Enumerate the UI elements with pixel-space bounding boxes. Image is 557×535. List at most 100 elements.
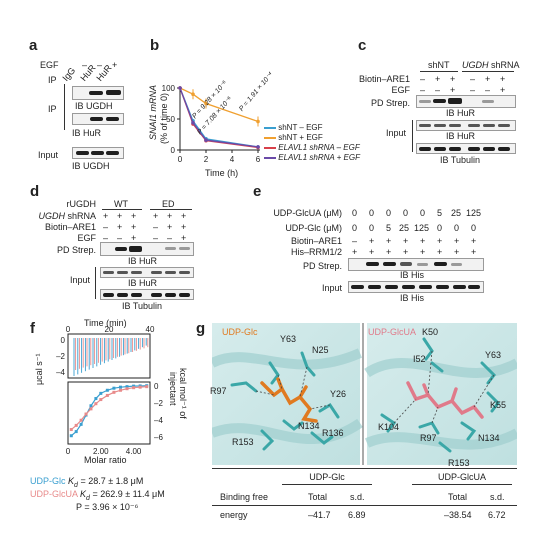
c-biotin-label: Biotin–ARE1 xyxy=(358,74,410,84)
e-biotin-label: Biotin–ARE1 xyxy=(290,236,342,246)
f-right-ylabel-1: kcal mol⁻¹ of xyxy=(178,368,188,419)
g-col-glc: UDP-Glc xyxy=(309,472,345,482)
panel-a-label: a xyxy=(29,37,38,54)
f-top-tick: 40 xyxy=(146,326,155,334)
b-xlabel: Time (h) xyxy=(205,168,239,178)
panel-b-label: b xyxy=(150,37,160,54)
f-point-1 xyxy=(118,388,122,392)
g-res-r-3: K55 xyxy=(490,400,507,410)
f-bottom-tick: 4.00 xyxy=(126,447,142,456)
d-rugdh-label: rUGDH xyxy=(66,199,97,209)
f-point-1 xyxy=(79,418,83,422)
f-legend-glcua: UDP-GlcUA Kd = 262.9 ± 11.4 μM xyxy=(30,489,165,502)
panel-g-label: g xyxy=(196,320,206,337)
f-top-xlabel: Time (min) xyxy=(84,318,127,328)
f-point-0 xyxy=(99,391,103,395)
d-wt: WT xyxy=(114,199,128,209)
f-point-0 xyxy=(105,388,109,392)
panel-e-label: e xyxy=(253,183,262,200)
e-input-blot xyxy=(348,281,484,293)
a-egf-v1: – xyxy=(82,60,88,70)
d-input-label: Input xyxy=(69,275,90,285)
f-point-0 xyxy=(79,422,83,426)
f-point-0 xyxy=(74,430,78,434)
b-legend-4: ELAVL1 shRNA + EGF xyxy=(264,153,360,163)
g-res-l-5: R153 xyxy=(232,437,254,447)
f-point-1 xyxy=(94,402,98,406)
d-ib1: IB HuR xyxy=(128,256,158,266)
g-val-glcua-total: –38.54 xyxy=(444,510,472,520)
d-input-blot-hur xyxy=(100,267,194,278)
g-total-glcua: Total xyxy=(448,492,468,502)
b-xtick-label: 0 xyxy=(178,155,183,164)
f-bottom-tick: 2.00 xyxy=(93,447,109,456)
g-res-r-7: R153 xyxy=(448,458,470,468)
e-ib2: IB His xyxy=(400,293,425,303)
f-legend-glc: UDP-Glc Kd = 28.7 ± 1.8 μM xyxy=(30,476,144,489)
d-egf-label: EGF xyxy=(77,233,96,243)
d-ed: ED xyxy=(162,199,175,209)
f-point-1 xyxy=(112,390,116,394)
a-ib-ugdh: IB UGDH xyxy=(75,101,113,111)
f-right-tick: –6 xyxy=(154,433,163,442)
b-series-point-3 xyxy=(191,120,195,125)
b-ylabel-2: (% of time 0) xyxy=(159,92,169,144)
a-egf-v2: – xyxy=(97,60,103,70)
g-row-label-2: energy xyxy=(220,510,248,520)
d-shrna-label: UGDH shRNA xyxy=(38,211,96,221)
panel-d-label: d xyxy=(30,183,40,200)
g-left-title: UDP-Glc xyxy=(222,327,258,337)
f-point-1 xyxy=(84,412,88,416)
f-bottom-frame xyxy=(67,381,151,445)
a-ip-blot-ugdh xyxy=(72,86,124,100)
e-his-label: His–RRM1/2 xyxy=(290,247,342,257)
g-sd-glcua: s.d. xyxy=(490,492,505,502)
g-res-l-2: R97 xyxy=(210,386,227,396)
b-ylabel-1: SNAI1 mRNA xyxy=(148,84,158,140)
f-left-tick: –4 xyxy=(56,368,65,377)
f-point-0 xyxy=(89,404,93,408)
c-input-label: Input xyxy=(385,128,406,138)
g-col-glcua: UDP-GlcUA xyxy=(437,472,486,482)
b-legend-2: shNT + EGF xyxy=(264,133,360,143)
f-right-ylabel-2: injectant xyxy=(168,372,178,406)
g-row-label-1: Binding free xyxy=(220,492,269,502)
a-ip-side: IP xyxy=(48,104,57,114)
a-ib-hur: IB HuR xyxy=(72,128,102,138)
b-legend: shNT – EGF shNT + EGF ELAVL1 shRNA – EGF… xyxy=(264,123,360,163)
b-ytick-label: 50 xyxy=(166,115,175,124)
g-res-r-5: R97 xyxy=(420,433,437,443)
a-egf-v3: + xyxy=(112,60,118,70)
d-pd-label: PD Strep. xyxy=(56,245,96,255)
e-glc-label: UDP-Glc (μM) xyxy=(285,223,342,233)
g-sd-glc: s.d. xyxy=(350,492,365,502)
b-legend-1: shNT – EGF xyxy=(264,123,360,133)
f-left-tick: –2 xyxy=(56,352,65,361)
b-ytick-label: 0 xyxy=(171,146,176,155)
f-top-frame xyxy=(67,333,151,379)
f-bottom-tick: 0 xyxy=(66,447,71,456)
b-ytick-label: 100 xyxy=(162,84,176,93)
f-point-1 xyxy=(74,423,78,427)
b-xtick-label: 4 xyxy=(230,155,235,164)
a-ip-v1: IgG xyxy=(60,65,78,83)
f-point-1 xyxy=(125,387,129,391)
g-res-r-0: K50 xyxy=(422,327,439,337)
g-val-glcua-sd: 6.72 xyxy=(488,510,506,520)
b-xtick-label: 2 xyxy=(204,155,209,164)
g-res-l-0: Y63 xyxy=(280,334,297,344)
g-energy-table: UDP-Glc UDP-GlcUA Binding free energy To… xyxy=(212,468,517,526)
a-input-blot xyxy=(72,147,124,159)
d-input-blot-tub xyxy=(100,289,194,300)
f-pval: P = 3.96 × 10⁻⁶ xyxy=(76,502,139,512)
f-fit-line-0 xyxy=(70,385,147,437)
b-line-chart: 0 50 100 0 2 4 6 P = 9.28 × 10⁻⁶P = 7.08 × 10⁻… xyxy=(162,71,275,164)
b-pvalue-1: P = 9.28 × 10⁻⁶ xyxy=(191,79,229,120)
f-point-1 xyxy=(99,398,103,402)
f-right-tick: –2 xyxy=(154,399,163,408)
f-left-ylabel: μcal s⁻¹ xyxy=(34,353,44,385)
g-right-title: UDP-GlcUA xyxy=(368,327,417,337)
g-res-l-3: Y26 xyxy=(330,389,347,399)
a-input-label: Input xyxy=(38,150,59,160)
e-pd-label: PD Strep. xyxy=(302,261,342,271)
